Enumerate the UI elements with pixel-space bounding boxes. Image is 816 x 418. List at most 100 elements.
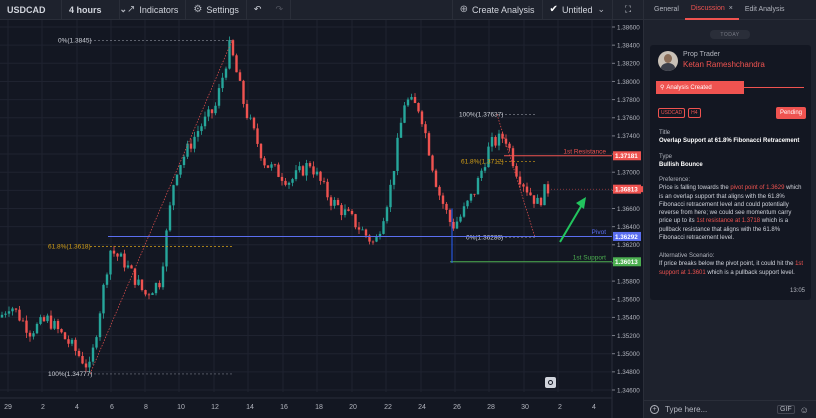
- date-tick-label: 16: [280, 404, 288, 411]
- candle: [221, 72, 224, 93]
- price-tick-label: 1.34600: [617, 387, 640, 394]
- indicators-button[interactable]: ↗ Indicators: [120, 0, 187, 20]
- create-analysis-button[interactable]: ⊕ Create Analysis: [451, 0, 543, 20]
- candle-body: [287, 182, 291, 185]
- date-tick-label: 18: [315, 404, 323, 411]
- message-input[interactable]: [665, 405, 765, 414]
- candle-body: [242, 80, 245, 104]
- candle: [25, 315, 28, 339]
- candle-body: [49, 315, 53, 329]
- candle-body: [224, 68, 228, 78]
- candle: [284, 177, 287, 187]
- candle: [406, 97, 410, 108]
- date-tick-label: 2: [41, 404, 45, 411]
- candle-body: [480, 170, 483, 179]
- candle: [39, 314, 42, 326]
- emoji-icon[interactable]: ☺: [799, 404, 809, 415]
- pivot-highlight: pivot point of 1.3629: [730, 185, 785, 192]
- candle: [133, 268, 137, 288]
- candle-body: [154, 282, 158, 294]
- title-value: Overlap Support at 61.8% Fibonacci Retra…: [659, 138, 800, 145]
- candle-body: [466, 200, 469, 207]
- candle: [305, 159, 308, 181]
- chart-area[interactable]: 1.38600 1.38400 1.38200 1.38000 1.37800 1.376…: [0, 20, 643, 418]
- candle-body: [161, 266, 165, 288]
- candle: [361, 226, 364, 231]
- candle-body: [294, 170, 298, 180]
- candle: [319, 170, 322, 185]
- candle: [389, 179, 392, 212]
- layout-name: Untitled: [561, 4, 593, 15]
- close-icon[interactable]: ×: [728, 5, 733, 12]
- date-separator: TODAY: [710, 30, 750, 39]
- candle-body: [235, 55, 238, 73]
- interval-label: 4 hours: [69, 4, 102, 15]
- candle-body: [518, 176, 522, 185]
- candle-body: [399, 122, 403, 138]
- candle-body: [228, 40, 231, 69]
- price-chart[interactable]: 1.38600 1.38400 1.38200 1.38000 1.37800 1.376…: [0, 20, 643, 418]
- undo-icon: ↶: [253, 4, 262, 14]
- candle-body: [210, 109, 214, 114]
- candle-body: [364, 229, 368, 236]
- symbol-selector[interactable]: USDCAD: [0, 0, 62, 20]
- date-tick-label: 2: [558, 404, 562, 411]
- type-section: Type Bullish Bounce: [659, 153, 804, 170]
- candle-body: [172, 185, 175, 206]
- candle-body: [91, 347, 95, 362]
- candle-body: [133, 268, 137, 285]
- fib-left-bottom-label: 100%(1.34777): [48, 371, 92, 378]
- candle-body: [186, 143, 189, 157]
- plus-circle-icon: ⊕: [459, 4, 469, 15]
- title-section: Title Overlap Support at 61.8% Fibonacci…: [659, 129, 804, 146]
- candle: [476, 176, 480, 195]
- date-tick-label: 30: [521, 404, 529, 411]
- tab-edit-analysis[interactable]: Edit Analysis: [739, 0, 791, 20]
- candle-body: [28, 332, 32, 337]
- redo-icon: ↷: [275, 4, 284, 14]
- tab-general[interactable]: General: [648, 0, 685, 20]
- resistance-highlight: 1st resistance at 1.3718: [696, 218, 761, 225]
- candle: [46, 313, 49, 324]
- cloud-check-icon: ✔: [549, 4, 558, 15]
- redo-button[interactable]: ↷: [268, 0, 292, 20]
- candle: [382, 217, 385, 235]
- candle-body: [511, 148, 515, 167]
- settings-button[interactable]: ⚙ Settings: [186, 0, 247, 20]
- symbol-badge: USDCAD: [658, 108, 686, 118]
- author-name[interactable]: Ketan Rameshchandra: [683, 60, 765, 69]
- undo-button[interactable]: ↶: [247, 0, 269, 20]
- candle-body: [469, 193, 473, 201]
- candle-body: [95, 337, 98, 348]
- candle-body: [175, 174, 179, 186]
- badges: USDCAD H4: [658, 108, 701, 118]
- candle: [235, 53, 238, 73]
- candle-body: [476, 178, 480, 195]
- candle-body: [347, 209, 350, 211]
- candle: [228, 36, 231, 70]
- candle-body: [270, 164, 273, 168]
- fullscreen-button[interactable]: ⛶: [613, 0, 643, 20]
- candle-body: [277, 164, 280, 177]
- candle-body: [11, 308, 14, 312]
- candle: [536, 194, 539, 204]
- candle: [459, 214, 462, 223]
- interval-selector[interactable]: 4 hours ⌄: [62, 0, 127, 20]
- gif-button[interactable]: GIF: [777, 405, 795, 414]
- candle-body: [438, 186, 441, 196]
- candle: [508, 141, 511, 152]
- layout-selector[interactable]: ✔ Untitled ⌄: [543, 0, 613, 20]
- candle-body: [88, 361, 91, 368]
- candle: [378, 231, 382, 240]
- candle: [116, 252, 119, 261]
- candle-body: [543, 184, 546, 206]
- tab-discussion[interactable]: Discussion ×: [684, 0, 739, 20]
- support-highlight: 1st support at 1.3601: [659, 261, 804, 276]
- plus-icon[interactable]: +: [650, 405, 659, 414]
- candle-body: [494, 136, 497, 146]
- candle: [119, 252, 123, 257]
- candle: [126, 260, 130, 269]
- alternative-label: Alternative Scenario:: [659, 253, 715, 259]
- projection-arrow-line: [559, 202, 584, 243]
- candle: [144, 289, 147, 297]
